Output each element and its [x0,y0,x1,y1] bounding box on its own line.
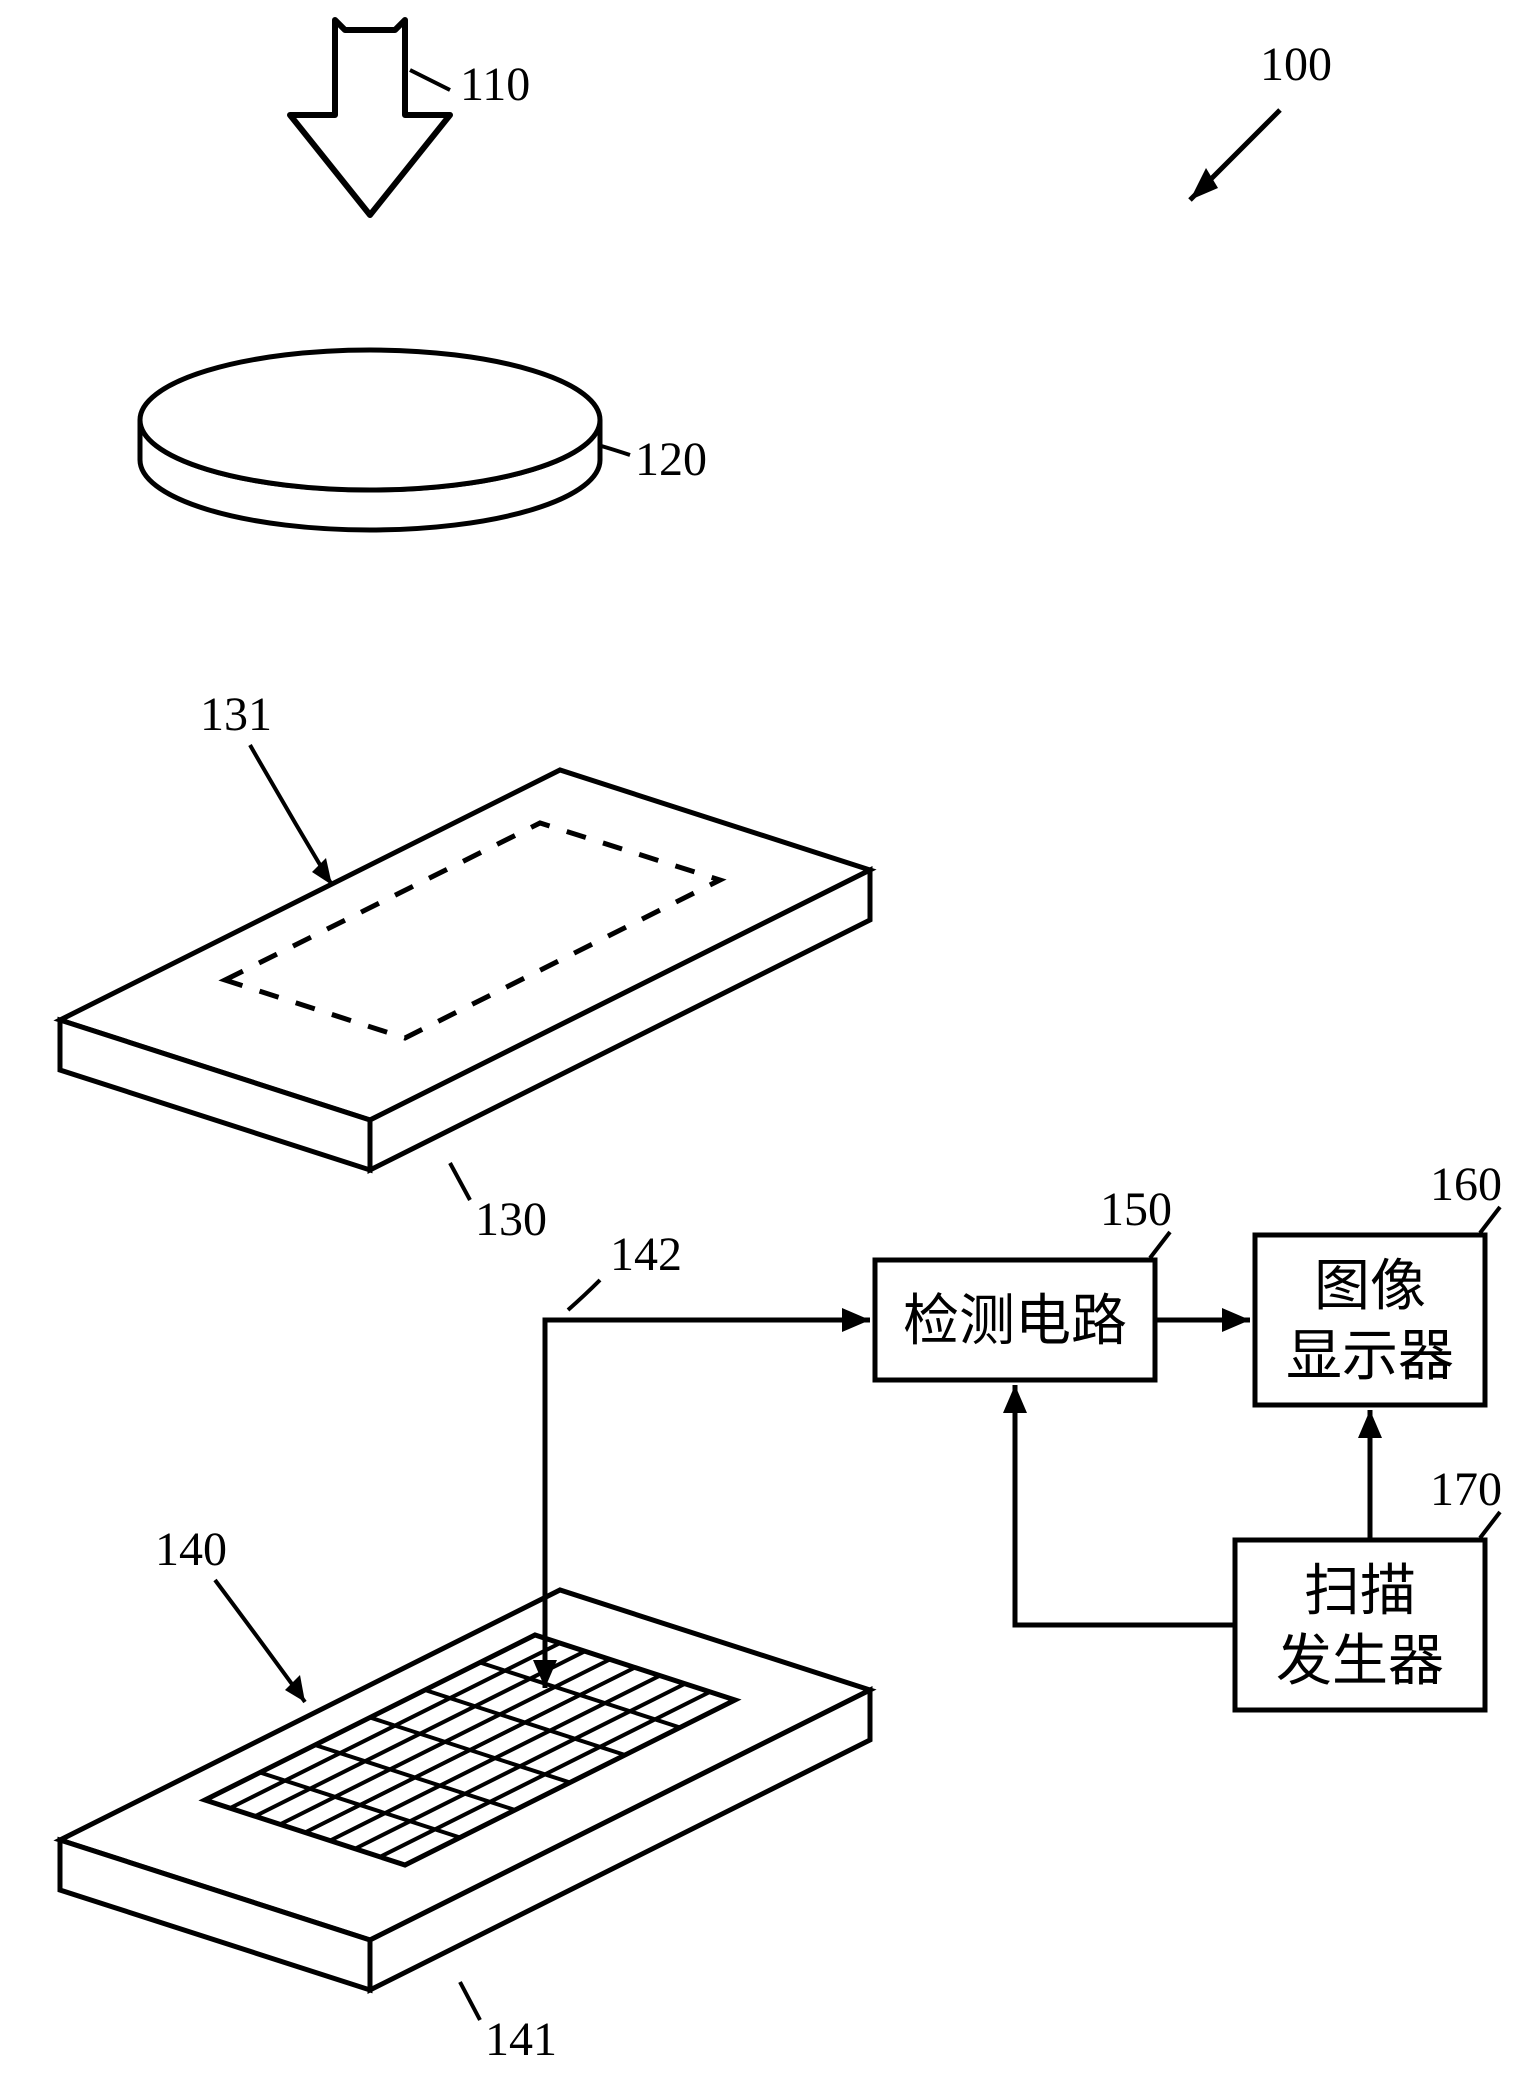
label-100: 100 [1260,38,1332,91]
label-141: 141 [485,2013,557,2066]
system-marker: 100 [1190,38,1332,200]
input-arrow: 110 [290,20,530,215]
detect-text: 检测电路 [903,1291,1127,1353]
label-142: 142 [610,1228,682,1281]
grid-panel: 140 141 [60,1523,870,2066]
display-box: 图像 显示器 160 [1255,1158,1502,1405]
arrow-170-160 [1358,1410,1382,1540]
scan-text-2: 发生器 [1276,1631,1444,1693]
label-131: 131 [200,688,272,741]
label-170: 170 [1430,1463,1502,1516]
label-150: 150 [1100,1183,1172,1236]
disk-120: 120 [140,350,707,530]
label-140: 140 [155,1523,227,1576]
arrow-170-150 [1003,1385,1235,1625]
display-text-1: 图像 [1314,1256,1426,1318]
label-130: 130 [475,1193,547,1246]
label-120: 120 [635,433,707,486]
display-text-2: 显示器 [1286,1326,1454,1388]
plate-130: 131 130 [60,688,870,1246]
label-160: 160 [1430,1158,1502,1211]
figure-svg: 100 110 120 131 [0,0,1530,2093]
detect-box: 检测电路 150 [875,1183,1172,1380]
arrow-150-160 [1155,1308,1250,1332]
label-110: 110 [460,58,530,111]
scan-text-1: 扫描 [1304,1561,1416,1623]
